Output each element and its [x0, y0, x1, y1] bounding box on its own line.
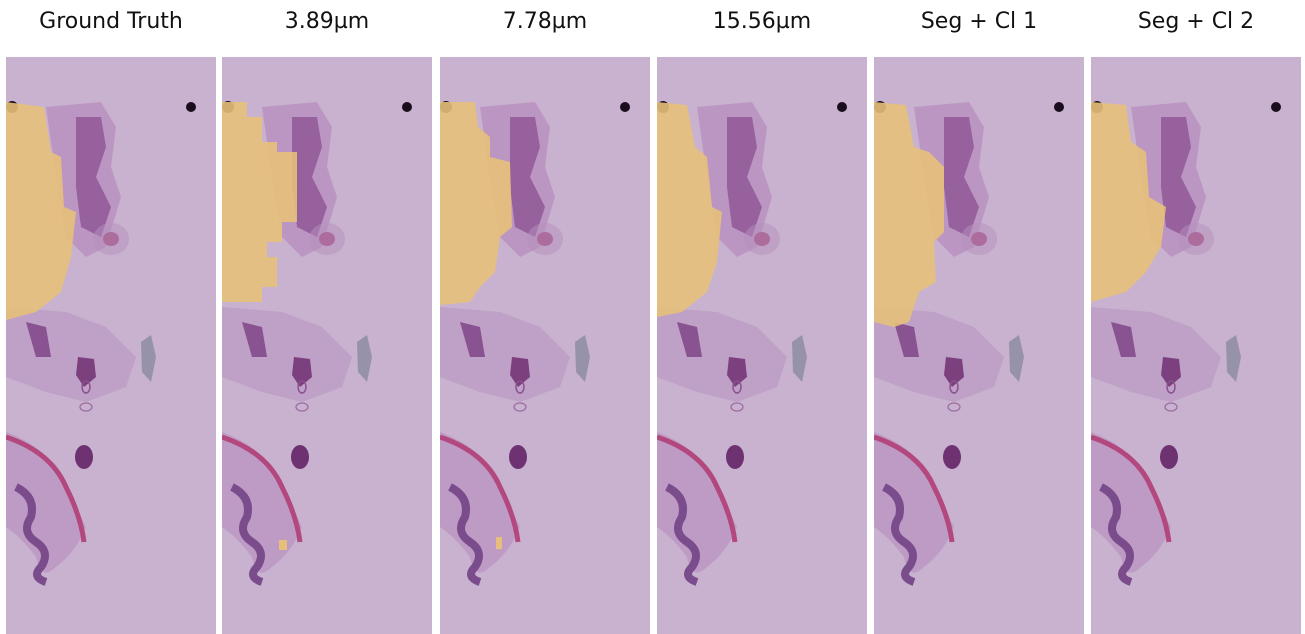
- panel-title: 3.89µm: [285, 9, 369, 34]
- panel-title: 7.78µm: [503, 9, 587, 34]
- panel-image: [6, 57, 216, 634]
- panel-image: [222, 57, 432, 634]
- panel-image: [440, 57, 650, 634]
- panel-title: 15.56µm: [713, 9, 811, 34]
- panel-title: Seg + Cl 2: [1138, 9, 1254, 34]
- figure: Ground Truth 3.89µm 7.78µm 15.56µm Seg +…: [0, 0, 1305, 634]
- panel-title: Seg + Cl 1: [921, 9, 1037, 34]
- panel-title: Ground Truth: [39, 9, 183, 34]
- panel-image: [874, 57, 1084, 634]
- panel-image: [657, 57, 867, 634]
- panel-image: [1091, 57, 1301, 634]
